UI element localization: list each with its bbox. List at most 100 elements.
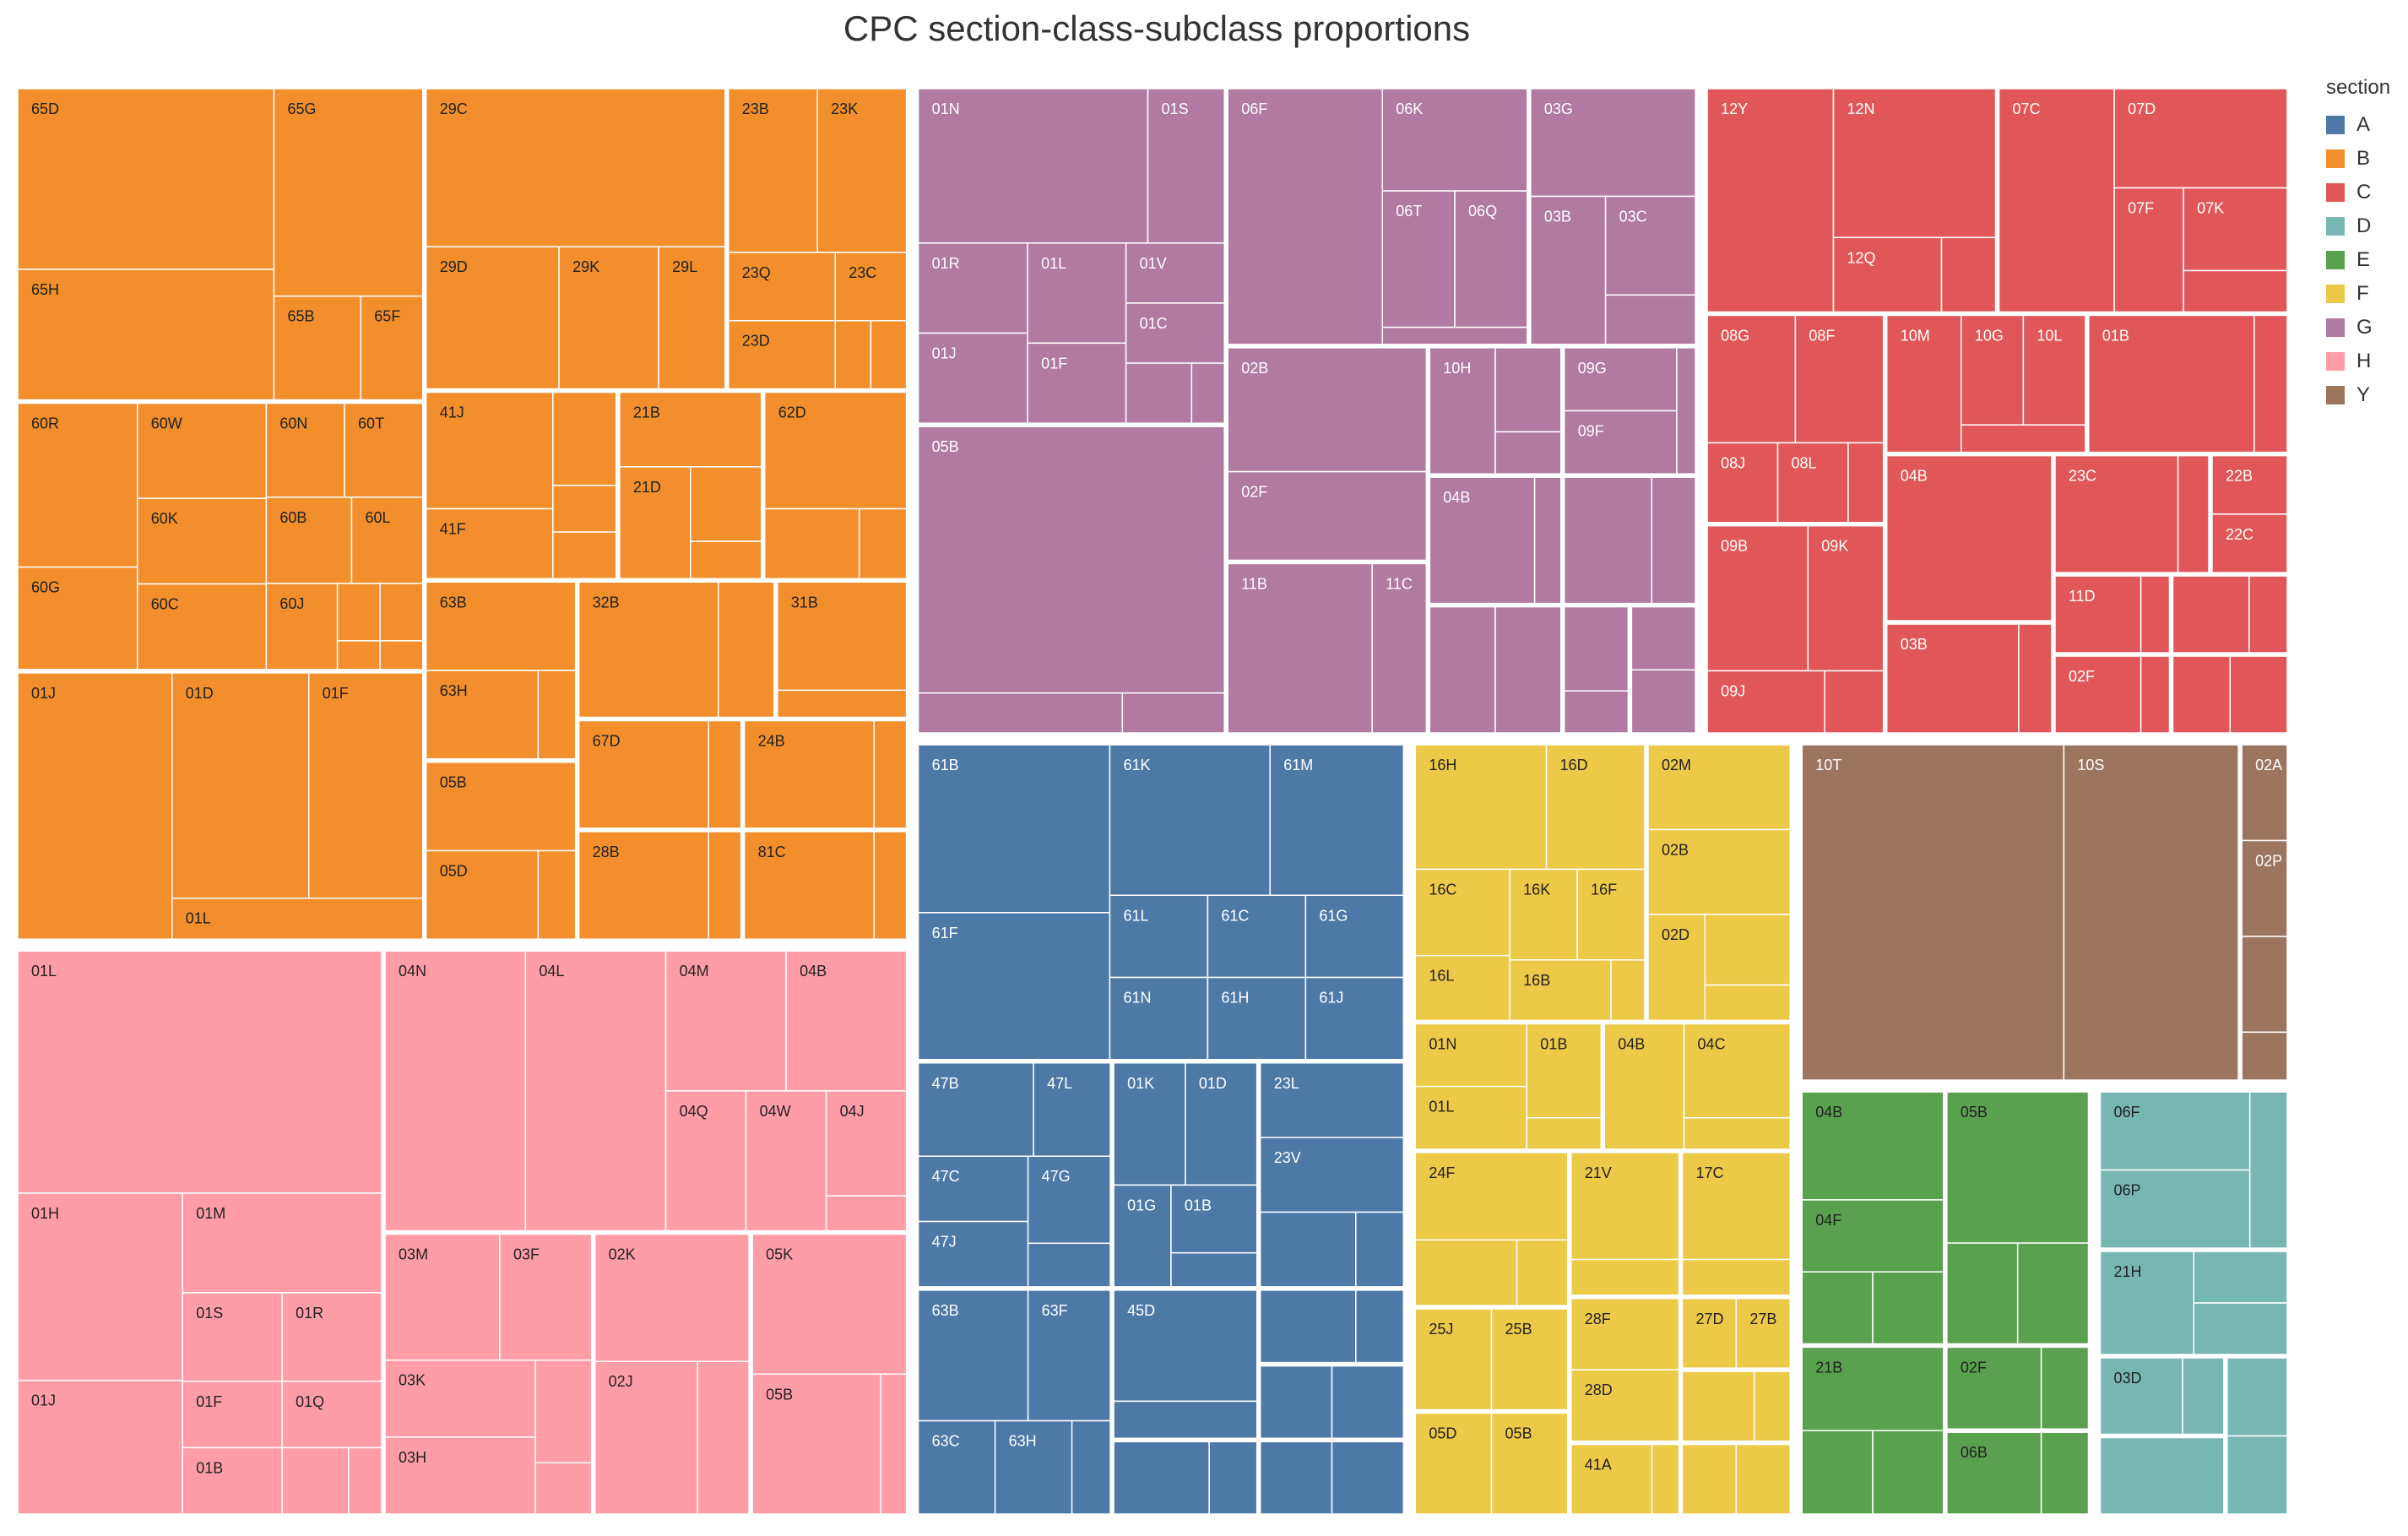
- treemap-tile[interactable]: [552, 391, 617, 486]
- treemap-tile[interactable]: [1381, 190, 1456, 328]
- treemap-tile[interactable]: [751, 1373, 881, 1515]
- treemap-tile[interactable]: [307, 672, 424, 899]
- treemap-tile[interactable]: [1071, 1419, 1111, 1515]
- treemap-tile[interactable]: [2182, 1357, 2225, 1436]
- treemap-tile[interactable]: [1113, 1400, 1258, 1440]
- treemap-tile[interactable]: [1109, 894, 1209, 979]
- treemap-tile[interactable]: [1530, 195, 1607, 345]
- treemap-tile[interactable]: [182, 1446, 283, 1515]
- treemap-tile[interactable]: [1208, 1441, 1258, 1515]
- treemap-tile[interactable]: [2241, 744, 2288, 842]
- treemap-tile[interactable]: [384, 1359, 536, 1438]
- treemap-tile[interactable]: [425, 581, 577, 671]
- treemap-tile[interactable]: [1940, 236, 1997, 313]
- treemap-tile[interactable]: [2054, 454, 2179, 573]
- treemap-tile[interactable]: [1429, 476, 1536, 605]
- treemap-tile[interactable]: [578, 719, 709, 829]
- treemap-tile[interactable]: [1676, 347, 1696, 475]
- treemap-tile[interactable]: [1946, 1242, 2019, 1345]
- treemap-tile[interactable]: [1414, 744, 1548, 871]
- treemap-tile[interactable]: [1227, 470, 1428, 562]
- treemap-tile[interactable]: [1414, 1308, 1493, 1411]
- treemap-tile[interactable]: [873, 719, 908, 829]
- treemap-tile[interactable]: [1872, 1430, 1944, 1515]
- treemap-tile[interactable]: [1121, 692, 1225, 734]
- treemap-tile[interactable]: [2099, 1169, 2251, 1249]
- treemap-tile[interactable]: [917, 1062, 1034, 1157]
- treemap-tile[interactable]: [619, 466, 691, 579]
- treemap-tile[interactable]: [1706, 442, 1779, 524]
- treemap-tile[interactable]: [1170, 1251, 1258, 1288]
- treemap-tile[interactable]: [763, 507, 860, 579]
- treemap-tile[interactable]: [594, 1233, 750, 1362]
- treemap-tile[interactable]: [785, 950, 908, 1092]
- treemap-tile[interactable]: [265, 583, 339, 670]
- treemap-tile[interactable]: [777, 581, 908, 692]
- treemap-tile[interactable]: [1355, 1211, 1405, 1288]
- treemap-tile[interactable]: [1429, 347, 1496, 475]
- treemap-tile[interactable]: [658, 246, 726, 390]
- treemap-tile[interactable]: [1576, 868, 1646, 961]
- treemap-tile[interactable]: [1563, 347, 1678, 412]
- treemap-tile[interactable]: [1824, 670, 1885, 734]
- treemap-tile[interactable]: [763, 391, 908, 510]
- treemap-tile[interactable]: [2248, 575, 2288, 654]
- treemap-tile[interactable]: [1304, 894, 1405, 979]
- treemap-tile[interactable]: [1331, 1441, 1405, 1515]
- treemap-tile[interactable]: [917, 912, 1111, 1061]
- treemap-tile[interactable]: [1801, 1430, 1874, 1515]
- treemap-tile[interactable]: [1509, 868, 1578, 961]
- treemap-tile[interactable]: [136, 497, 268, 585]
- treemap-tile[interactable]: [1885, 623, 2020, 734]
- treemap-tile[interactable]: [1946, 1431, 2042, 1515]
- treemap-tile[interactable]: [917, 88, 1149, 244]
- treemap-tile[interactable]: [425, 670, 540, 760]
- treemap-tile[interactable]: [1735, 1443, 1791, 1515]
- treemap-tile[interactable]: [1509, 959, 1612, 1022]
- treemap-tile[interactable]: [1610, 959, 1646, 1022]
- treemap-tile[interactable]: [1832, 236, 1943, 313]
- treemap-tile[interactable]: [1490, 1412, 1569, 1515]
- treemap-tile[interactable]: [690, 466, 762, 542]
- treemap-tile[interactable]: [2172, 575, 2250, 654]
- treemap-tile[interactable]: [2022, 314, 2086, 426]
- treemap-tile[interactable]: [917, 1289, 1029, 1422]
- treemap-tile[interactable]: [1381, 326, 1528, 345]
- treemap-tile[interactable]: [2099, 1436, 2225, 1515]
- treemap-tile[interactable]: [348, 1446, 382, 1515]
- treemap-tile[interactable]: [2140, 575, 2171, 654]
- treemap-tile[interactable]: [1414, 1152, 1569, 1241]
- treemap-tile[interactable]: [1414, 1239, 1518, 1306]
- treemap-tile[interactable]: [17, 88, 275, 270]
- treemap-tile[interactable]: [281, 1446, 350, 1515]
- treemap-tile[interactable]: [1570, 1152, 1680, 1261]
- treemap-tile[interactable]: [524, 950, 667, 1232]
- treemap-tile[interactable]: [2229, 655, 2288, 734]
- treemap-tile[interactable]: [265, 497, 353, 584]
- treemap-tile[interactable]: [858, 507, 908, 579]
- treemap-tile[interactable]: [2113, 187, 2184, 313]
- treemap-tile[interactable]: [1259, 1289, 1357, 1364]
- treemap-tile[interactable]: [1414, 954, 1510, 1022]
- treemap-tile[interactable]: [1414, 868, 1510, 957]
- treemap-tile[interactable]: [697, 1360, 750, 1515]
- treemap-tile[interactable]: [17, 269, 275, 401]
- treemap-tile[interactable]: [2054, 655, 2142, 734]
- treemap-tile[interactable]: [1681, 1152, 1792, 1261]
- treemap-tile[interactable]: [1355, 1289, 1405, 1364]
- treemap-tile[interactable]: [273, 88, 424, 297]
- treemap-tile[interactable]: [1429, 605, 1496, 734]
- treemap-tile[interactable]: [136, 402, 268, 499]
- treemap-tile[interactable]: [873, 831, 908, 940]
- treemap-tile[interactable]: [1801, 1271, 1874, 1345]
- treemap-tile[interactable]: [917, 242, 1028, 334]
- treemap-tile[interactable]: [1170, 1184, 1258, 1254]
- treemap-tile[interactable]: [2063, 744, 2239, 1081]
- treemap-tile[interactable]: [743, 719, 875, 829]
- treemap-tile[interactable]: [1801, 1199, 1944, 1273]
- treemap-tile[interactable]: [917, 1419, 996, 1515]
- treemap-tile[interactable]: [1570, 1258, 1680, 1296]
- treemap-tile[interactable]: [2040, 1346, 2090, 1430]
- treemap-tile[interactable]: [664, 1090, 747, 1232]
- treemap-tile[interactable]: [751, 1233, 908, 1376]
